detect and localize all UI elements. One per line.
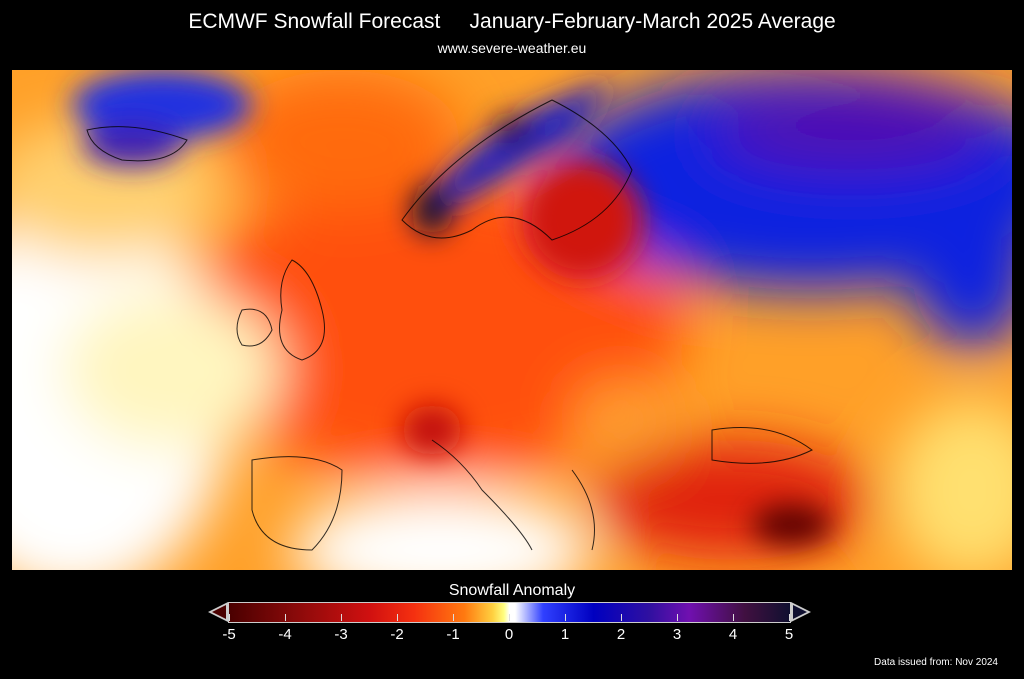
colorbar-title: Snowfall Anomaly xyxy=(448,582,576,599)
website-credit: www.severe-weather.eu xyxy=(437,40,587,56)
colorbar-tick-mark xyxy=(789,614,790,621)
colorbar-tick-label: -5 xyxy=(222,626,236,643)
colorbar-tick-mark xyxy=(733,614,734,621)
colorbar-tick-mark xyxy=(677,614,678,621)
map-title: ECMWF Snowfall Forecast January-February… xyxy=(188,10,836,33)
snowfall-anomaly-map xyxy=(12,70,1012,570)
colorbar-tick-label: -1 xyxy=(446,626,460,643)
colorbar-tick-mark xyxy=(565,614,566,621)
colorbar-min-arrow-fill xyxy=(212,605,226,619)
colorbar-tick-mark xyxy=(621,614,622,621)
colorbar-tick-label: 1 xyxy=(560,626,570,643)
colorbar-tick-mark xyxy=(229,614,230,621)
colorbar-tick-label: -2 xyxy=(390,626,404,643)
colorbar-max-arrow-fill xyxy=(793,605,807,619)
colorbar-tick-label: 2 xyxy=(616,626,626,643)
colorbar-tick-mark xyxy=(285,614,286,621)
colorbar-tick-label: 4 xyxy=(728,626,738,643)
colorbar-tick-mark xyxy=(341,614,342,621)
colorbar-tick-label: 3 xyxy=(672,626,682,643)
colorbar-tick-mark xyxy=(453,614,454,621)
colorbar xyxy=(228,602,791,623)
colorbar-tick-label: 5 xyxy=(784,626,794,643)
colorbar-tick-mark xyxy=(397,614,398,621)
colorbar-tick-label: 0 xyxy=(504,626,514,643)
colorbar-tick-label: -3 xyxy=(334,626,348,643)
data-issued-note: Data issued from: Nov 2024 xyxy=(874,657,998,668)
colorbar-tick-label: -4 xyxy=(278,626,292,643)
colorbar-tick-mark xyxy=(509,614,510,621)
